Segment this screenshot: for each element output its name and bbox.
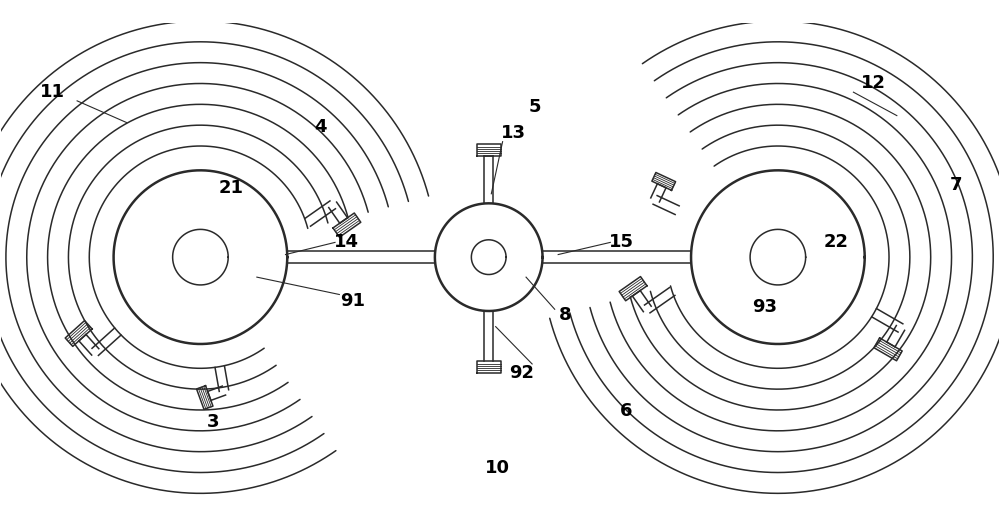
Text: 92: 92 bbox=[509, 363, 534, 382]
Text: 93: 93 bbox=[752, 298, 777, 316]
Text: 10: 10 bbox=[485, 459, 510, 477]
Text: 6: 6 bbox=[620, 402, 632, 420]
Text: 15: 15 bbox=[609, 233, 634, 252]
Text: 4: 4 bbox=[314, 118, 326, 136]
Text: 13: 13 bbox=[501, 124, 526, 142]
Text: 3: 3 bbox=[207, 413, 220, 431]
Text: 21: 21 bbox=[218, 179, 243, 197]
Text: 11: 11 bbox=[40, 83, 65, 101]
Text: 14: 14 bbox=[334, 233, 359, 252]
Text: 12: 12 bbox=[861, 74, 886, 93]
Text: 8: 8 bbox=[559, 306, 571, 324]
Text: 5: 5 bbox=[528, 98, 541, 116]
Text: 7: 7 bbox=[950, 176, 962, 194]
Text: 22: 22 bbox=[824, 233, 849, 252]
Text: 91: 91 bbox=[340, 292, 365, 310]
